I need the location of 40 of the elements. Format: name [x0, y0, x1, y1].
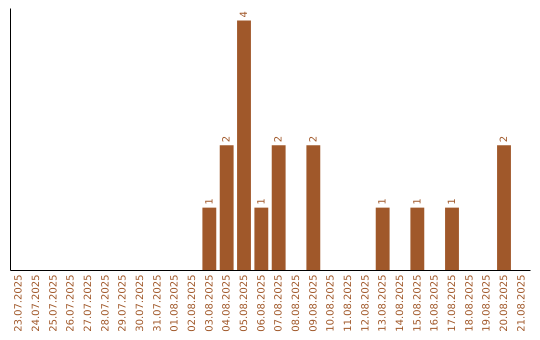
x-tick-label: 02.08.2025	[187, 274, 198, 332]
x-tick-label: 26.07.2025	[66, 274, 77, 332]
x-tick-label: 15.08.2025	[412, 274, 424, 332]
data-label: 2	[222, 136, 233, 142]
x-tick-label: 23.07.2025	[14, 274, 25, 332]
data-label: 4	[239, 11, 250, 18]
data-label: 1	[447, 198, 458, 205]
x-tick-label: 03.08.2025	[204, 274, 216, 332]
data-label: 1	[204, 198, 216, 205]
x-tick-label: 28.07.2025	[100, 274, 112, 332]
x-tick-label: 21.08.2025	[516, 274, 528, 332]
x-tick-label: 10.08.2025	[326, 274, 337, 332]
x-tick-label: 14.08.2025	[395, 274, 406, 332]
x-tick-label: 05.08.2025	[239, 274, 250, 332]
x-tick-label: 13.08.2025	[378, 274, 389, 332]
x-tick-label: 27.07.2025	[83, 274, 94, 332]
x-tick-label: 07.08.2025	[274, 274, 285, 332]
x-tick-label: 06.08.2025	[256, 274, 268, 332]
x-tick-label: 19.08.2025	[482, 274, 493, 332]
x-tick-label: 24.07.2025	[31, 274, 42, 332]
data-label: 1	[378, 198, 389, 205]
data-label: 2	[499, 136, 510, 142]
x-tick-label: 30.07.2025	[135, 274, 146, 332]
x-tick-label: 31.07.2025	[152, 274, 164, 332]
x-tick-label: 25.07.2025	[48, 274, 60, 332]
data-label: 2	[308, 136, 320, 142]
x-tick-label: 01.08.2025	[170, 274, 181, 332]
data-label: 1	[256, 198, 268, 205]
x-tick-label: 09.08.2025	[308, 274, 320, 332]
x-tick-label: 16.08.2025	[430, 274, 441, 332]
x-tick-label: 08.08.2025	[291, 274, 302, 332]
x-tick-label: 20.08.2025	[499, 274, 510, 332]
x-tick-label: 29.07.2025	[118, 274, 129, 332]
x-tick-label: 04.08.2025	[222, 274, 233, 332]
data-label: 1	[412, 198, 424, 205]
x-tick-label: 11.08.2025	[343, 274, 354, 332]
x-tick-label: 18.08.2025	[464, 274, 476, 332]
x-tick-label: 12.08.2025	[360, 274, 372, 332]
data-label: 2	[274, 136, 285, 142]
x-tick-label: 17.08.2025	[447, 274, 458, 332]
